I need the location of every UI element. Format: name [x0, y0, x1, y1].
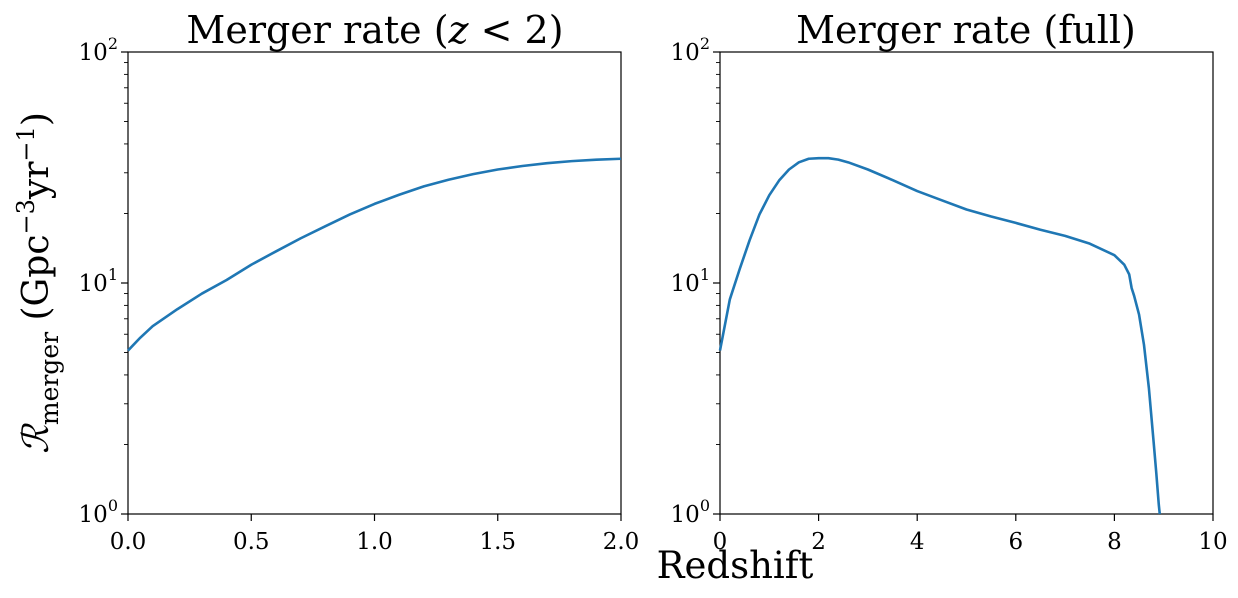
series-line	[718, 156, 1162, 515]
y-tick-label: 102	[79, 34, 118, 66]
x-axis-label: Redshift	[657, 544, 814, 587]
left-panel-ticks: 0.0 0.5 1.0 1.5 2.0 100 101 102	[79, 34, 640, 555]
y-tick-label: 101	[671, 265, 710, 297]
x-tick-label: 6	[1008, 529, 1023, 555]
right-panel-series	[718, 156, 1162, 515]
left-panel-series	[127, 157, 622, 352]
x-tick-label: 0.5	[233, 529, 270, 555]
x-tick-label: 2.0	[603, 529, 640, 555]
right-panel-title: Merger rate (full)	[796, 8, 1136, 52]
x-tick-label: 1.0	[356, 529, 393, 555]
x-tick-label: 0.0	[110, 529, 147, 555]
right-panel-frame	[719, 51, 1214, 515]
y-tick-label: 100	[671, 496, 710, 528]
x-tick-label: 10	[1198, 529, 1227, 555]
x-tick-label: 2	[811, 529, 826, 555]
x-tick-label: 0	[713, 529, 728, 555]
right-panel: Merger rate (full) 0 2 4 6 8 10 100 101 102	[671, 8, 1228, 555]
right-panel-ticks: 0 2 4 6 8 10 100 101 102	[671, 34, 1228, 555]
x-tick-label: 1.5	[479, 529, 516, 555]
left-panel-frame	[127, 51, 622, 515]
y-tick-label: 100	[79, 496, 118, 528]
x-tick-label: 4	[910, 529, 925, 555]
x-tick-label: 8	[1107, 529, 1122, 555]
series-line	[127, 157, 622, 352]
y-axis-label: ℛmerger (Gpc−3yr−1)	[12, 112, 64, 454]
y-tick-label: 102	[671, 34, 710, 66]
left-panel: Merger rate (z < 2) 0.0 0.5 1.0 1.5 2.0 100 10…	[79, 8, 640, 555]
y-tick-label: 101	[79, 265, 118, 297]
left-panel-title: Merger rate (z < 2)	[186, 8, 563, 52]
